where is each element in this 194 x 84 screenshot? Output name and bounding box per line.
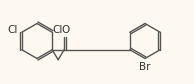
Text: Br: Br [139,62,151,72]
Text: O: O [61,25,69,35]
Text: Cl: Cl [8,25,18,35]
Text: Cl: Cl [52,25,62,35]
